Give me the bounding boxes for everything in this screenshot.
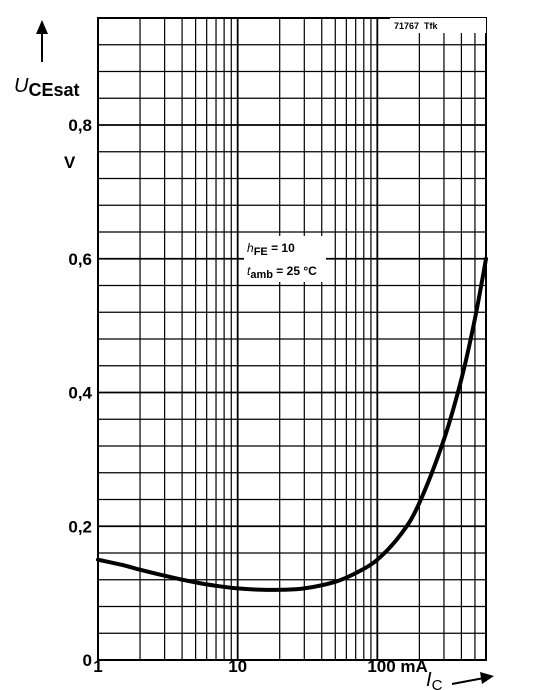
plot-frame	[97, 17, 487, 661]
svg-text:hFE = 10: hFE = 10	[247, 241, 295, 258]
x-axis-label: IC	[426, 669, 494, 690]
x-axis-arrow-head	[480, 672, 494, 684]
y-axis-unit: V	[64, 153, 76, 172]
annotation-tamb-value: = 25 °C	[273, 264, 317, 278]
x-tick-label: 10	[228, 657, 247, 676]
annotation-hfe-value: = 10	[268, 241, 295, 255]
y-tick-label: 0	[83, 651, 92, 670]
x-axis-label-main: I	[426, 669, 432, 690]
series-line	[96, 256, 488, 592]
y-tick-label: 0,6	[68, 250, 92, 269]
x-tick-label: 100 mA	[367, 657, 427, 676]
y-axis-label: UCEsat	[14, 20, 79, 100]
y-tick-label: 0,4	[68, 384, 92, 403]
x-tick-label: 1	[93, 657, 102, 676]
figure-code-box	[390, 18, 486, 33]
annotation-hfe-sub: FE	[254, 246, 268, 258]
svg-text:tamb = 25 °C: tamb = 25 °C	[247, 264, 317, 281]
annotation-hfe-main: h	[247, 241, 254, 255]
annotation-box	[244, 236, 326, 282]
figure-code: 71767 Tfk	[394, 21, 439, 31]
svg-text:IC: IC	[426, 669, 443, 690]
y-axis-label-sub: CEsat	[28, 80, 79, 100]
y-tick-labels: 0 0,2 0,4 0,6 0,8	[68, 116, 92, 670]
x-tick-labels: 1 10 100 mA	[93, 657, 428, 676]
x-axis-label-sub: C	[432, 677, 443, 690]
annotation-tamb-sub: amb	[250, 269, 273, 281]
y-tick-label: 0,8	[68, 116, 92, 135]
y-axis-arrow-head	[36, 20, 48, 34]
svg-text:UCEsat: UCEsat	[14, 75, 79, 100]
y-axis-label-main: U	[14, 75, 29, 97]
y-tick-label: 0,2	[68, 517, 92, 536]
grid	[97, 18, 487, 660]
x-axis-arrow-shaft	[451, 677, 485, 685]
annotation-tamb-main: t	[247, 264, 251, 278]
